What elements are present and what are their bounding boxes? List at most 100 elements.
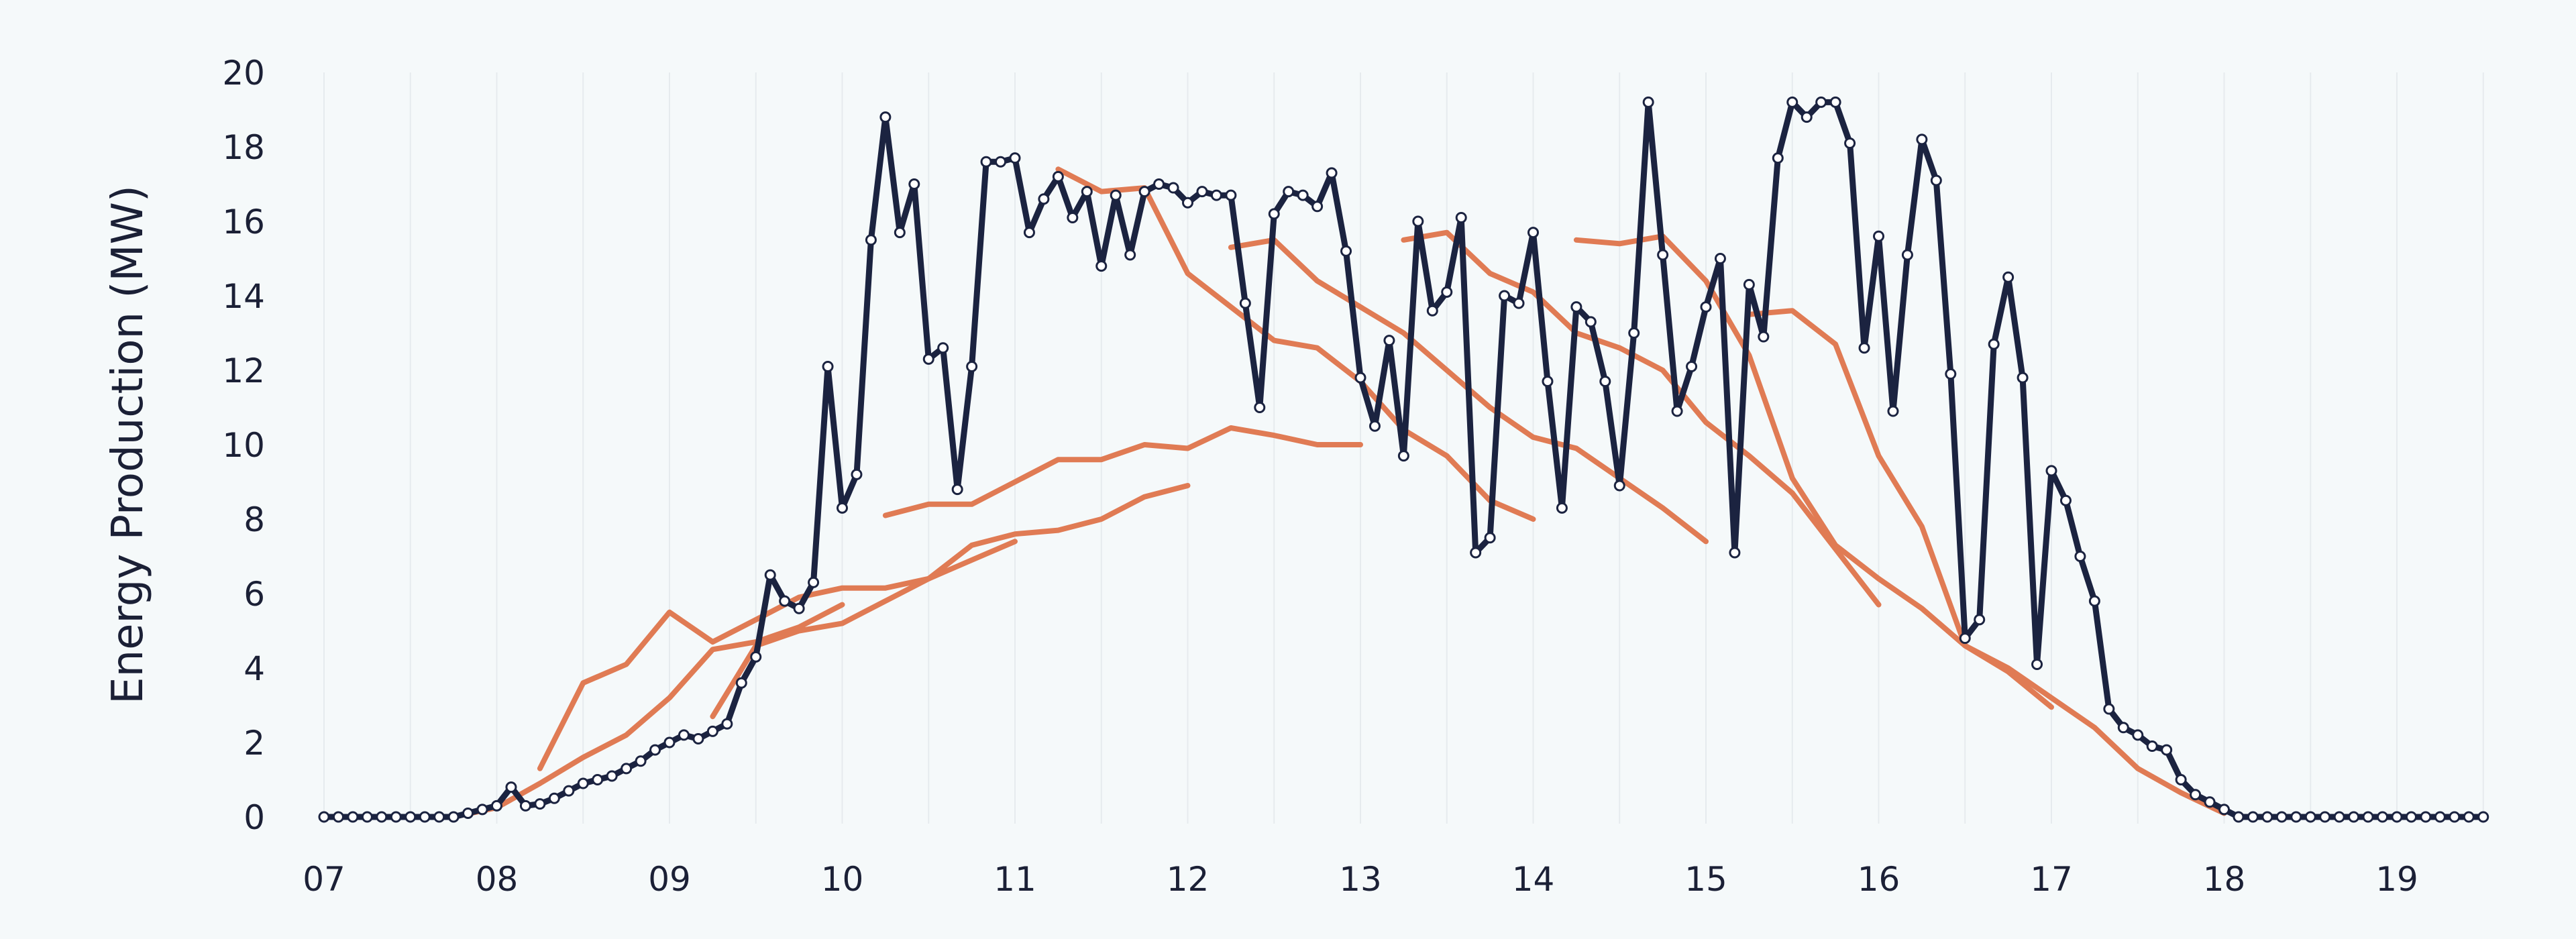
actual-point	[1397, 450, 1409, 462]
actual-point	[1081, 186, 1093, 198]
actual-point	[966, 360, 978, 372]
actual-point	[822, 360, 834, 372]
actual-point	[2247, 811, 2259, 823]
actual-point	[1628, 327, 1640, 339]
actual-point	[1067, 211, 1079, 223]
actual-point	[1858, 342, 1870, 354]
actual-point	[1441, 286, 1453, 298]
actual-point	[721, 718, 733, 730]
actual-point	[1254, 402, 1266, 413]
actual-point	[577, 777, 589, 789]
actual-point	[1772, 152, 1784, 164]
actual-point	[2434, 811, 2446, 823]
y-tick-label: 10	[222, 426, 265, 465]
actual-point	[779, 595, 791, 607]
actual-point	[937, 342, 949, 354]
actual-point	[519, 799, 531, 812]
actual-point	[1873, 230, 1884, 242]
actual-point	[2117, 722, 2129, 734]
actual-point	[1368, 420, 1381, 432]
actual-point	[1426, 305, 1438, 317]
actual-point	[678, 729, 690, 741]
actual-point	[1182, 197, 1193, 209]
x-tick-label: 14	[1512, 860, 1555, 899]
actual-point	[879, 111, 892, 123]
actual-point	[548, 792, 560, 804]
actual-point	[1023, 227, 1035, 239]
actual-point	[1930, 174, 1942, 186]
actual-point	[922, 353, 934, 365]
actual-point	[1700, 301, 1712, 313]
y-axis-ticks: 0 2 4 6 8 10 12 14 16 18 20	[222, 54, 265, 837]
actual-point	[2218, 804, 2230, 816]
actual-point	[1844, 137, 1856, 149]
actual-point	[1901, 249, 1913, 261]
actual-point	[390, 811, 402, 823]
y-tick-label: 18	[222, 128, 265, 167]
actual-point	[2017, 372, 2029, 384]
actual-point	[1239, 297, 1251, 309]
actual-point	[750, 651, 762, 663]
actual-point	[2333, 811, 2345, 823]
actual-point	[1542, 376, 1554, 388]
actual-point	[332, 811, 344, 823]
actual-point	[2103, 703, 2115, 715]
actual-point	[447, 811, 460, 823]
forecast-line	[882, 425, 1363, 518]
x-tick-label: 08	[476, 860, 519, 899]
x-tick-label: 13	[1339, 860, 1382, 899]
actual-point	[2059, 494, 2072, 506]
actual-point	[2304, 811, 2316, 823]
actual-point	[1556, 502, 1568, 514]
actual-point	[692, 732, 704, 744]
actual-point	[2348, 811, 2360, 823]
y-tick-label: 14	[222, 277, 265, 316]
actual-point	[534, 798, 546, 810]
actual-point	[2405, 811, 2417, 823]
actual-point	[2045, 465, 2057, 477]
x-tick-label: 07	[303, 860, 345, 899]
actual-point	[1686, 360, 1698, 372]
actual-point	[706, 725, 718, 737]
forecast-line	[1401, 229, 1882, 608]
forecast-line	[1055, 166, 1536, 522]
y-tick-label: 4	[244, 649, 265, 688]
actual-point	[2132, 729, 2144, 741]
actual-point	[1153, 178, 1165, 190]
actual-point	[1167, 182, 1179, 194]
y-tick-label: 16	[222, 203, 265, 241]
actual-point	[1743, 278, 1755, 290]
actual-point	[808, 576, 820, 588]
actual-point	[376, 811, 388, 823]
y-axis-title: Energy Production (MW)	[103, 185, 153, 704]
actual-point	[2290, 811, 2302, 823]
actual-point	[1210, 189, 1222, 201]
actual-point	[1585, 316, 1597, 328]
actual-point	[405, 811, 417, 823]
actual-point	[606, 770, 618, 782]
y-tick-label: 20	[222, 54, 265, 93]
actual-point	[1499, 290, 1511, 302]
actual-point	[1124, 249, 1136, 261]
actual-point	[419, 811, 431, 823]
actual-point	[2031, 658, 2043, 670]
actual-point	[2074, 551, 2086, 562]
actual-point	[2002, 271, 2015, 283]
actual-point	[1268, 208, 1280, 220]
actual-point	[1974, 614, 1986, 626]
actual-point	[1829, 96, 1841, 108]
actual-point	[793, 602, 805, 614]
actual-point	[1484, 532, 1496, 544]
x-tick-label: 19	[2375, 860, 2418, 899]
actual-point	[851, 468, 863, 480]
actual-point	[361, 811, 373, 823]
actual-point	[735, 677, 747, 689]
actual-point	[1297, 189, 1309, 201]
actual-point	[1657, 249, 1669, 261]
actual-point	[491, 799, 502, 812]
actual-point	[2391, 811, 2403, 823]
x-tick-label: 12	[1167, 860, 1210, 899]
actual-point	[2319, 811, 2331, 823]
x-tick-label: 11	[994, 860, 1036, 899]
actual-point	[2146, 740, 2158, 753]
